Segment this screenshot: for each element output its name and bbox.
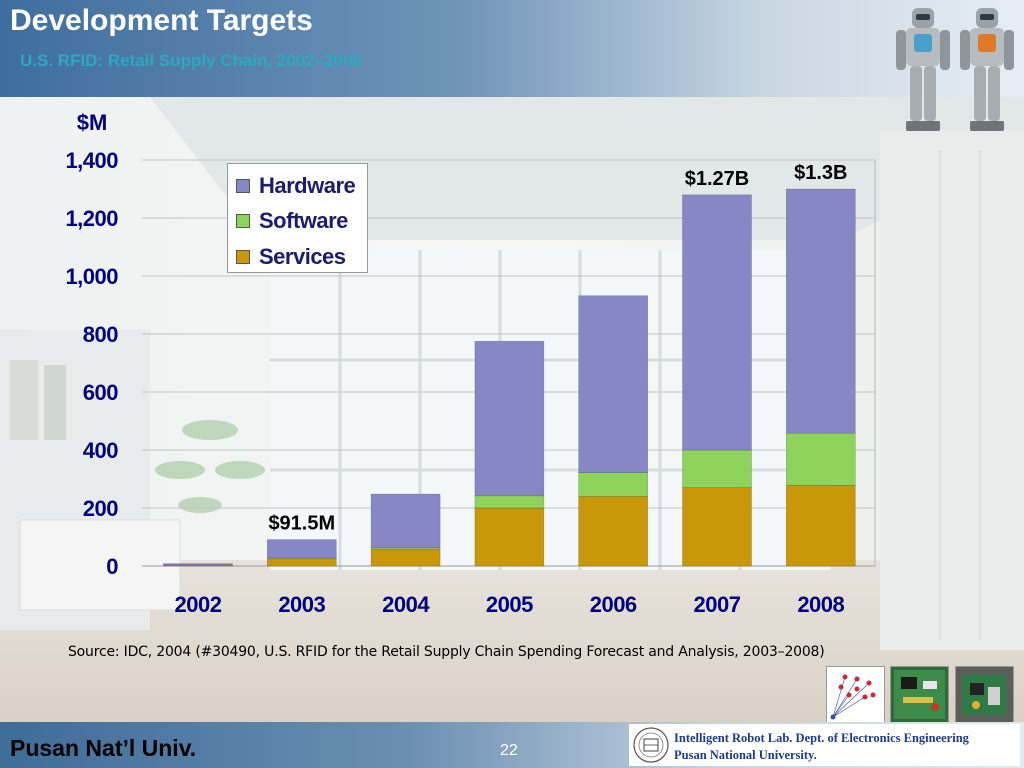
y-axis-label: $M <box>77 110 108 135</box>
bar-hardware-2006 <box>578 295 649 473</box>
y-tick-label: 400 <box>83 438 118 463</box>
legend-label: Services <box>259 244 346 269</box>
lab-name-line: Intelligent Robot Lab. Dept. of Electron… <box>674 731 969 745</box>
bar-total-annotation: $91.5M <box>268 513 335 535</box>
bar-hardware-2008 <box>785 188 856 434</box>
y-tick-label: 1,000 <box>65 264 118 289</box>
bar-services-2008 <box>785 485 856 567</box>
bar-software-2008 <box>785 432 856 486</box>
bar-hardware-2002 <box>163 563 233 566</box>
bar-software-2005 <box>474 495 545 509</box>
y-tick-label: 1,200 <box>65 206 118 231</box>
y-tick-label: 200 <box>83 496 118 521</box>
bar-hardware-2005 <box>474 340 545 497</box>
bar-services-2007 <box>682 487 752 567</box>
legend-label: Software <box>259 208 348 233</box>
y-tick-label: 0 <box>106 554 118 579</box>
bar-services-2003 <box>266 558 337 567</box>
circuit-board-thumbnail <box>890 666 949 723</box>
y-tick-label: 600 <box>83 380 118 405</box>
page-number: 22 <box>500 742 518 759</box>
x-tick-label: 2003 <box>278 592 325 617</box>
bar-total-annotation: $1.27B <box>685 168 750 190</box>
bar-hardware-2003 <box>266 539 337 559</box>
x-tick-label: 2006 <box>590 592 637 617</box>
humanoid-robot-left-image <box>896 8 950 131</box>
bar-services-2004 <box>370 548 441 567</box>
legend-label: Hardware <box>259 173 356 198</box>
x-tick-label: 2004 <box>382 592 430 617</box>
chart-legend: Hardware Software Services <box>227 163 368 273</box>
slide-title: Development Targets <box>10 4 313 37</box>
bar-software-2007 <box>682 449 752 489</box>
humanoid-robot-right-image <box>960 8 1014 131</box>
bar-software-2006 <box>578 472 649 497</box>
bar-hardware-2007 <box>682 194 752 451</box>
bar-services-2006 <box>578 496 649 567</box>
footer-bar: Pusan Nat’l Univ. 22 Intelligent Robot L… <box>0 722 1024 768</box>
bar-services-2005 <box>474 507 545 567</box>
x-tick-label: 2008 <box>797 592 844 617</box>
bar-hardware-2004 <box>370 493 441 549</box>
network-diagram-thumbnail <box>826 666 885 723</box>
university-name: Pusan Nat’l Univ. <box>10 735 197 761</box>
legend-swatch-services <box>236 250 250 264</box>
x-tick-label: 2005 <box>486 592 533 617</box>
legend-item-hardware: Hardware <box>236 173 356 198</box>
y-tick-label: 1,400 <box>65 148 118 173</box>
legend-item-software: Software <box>236 208 348 233</box>
lab-info-box: Intelligent Robot Lab. Dept. of Electron… <box>629 724 1020 766</box>
slide-subtitle: U.S. RFID: Retail Supply Chain, 2002–200… <box>20 51 363 70</box>
x-tick-label: 2002 <box>175 592 222 617</box>
lab-university-line: Pusan National University. <box>674 748 817 762</box>
source-citation: Source: IDC, 2004 (#30490, U.S. RFID for… <box>68 644 825 660</box>
header-bar: Development Targets U.S. RFID: Retail Su… <box>0 0 1024 97</box>
y-tick-label: 800 <box>83 322 118 347</box>
legend-item-services: Services <box>236 244 346 269</box>
x-tick-label: 2007 <box>694 592 741 617</box>
legend-swatch-hardware <box>236 179 250 193</box>
sensor-module-thumbnail <box>955 666 1014 723</box>
legend-swatch-software <box>236 214 250 228</box>
university-seal-logo <box>633 727 669 763</box>
bar-total-annotation: $1.3B <box>794 162 847 184</box>
